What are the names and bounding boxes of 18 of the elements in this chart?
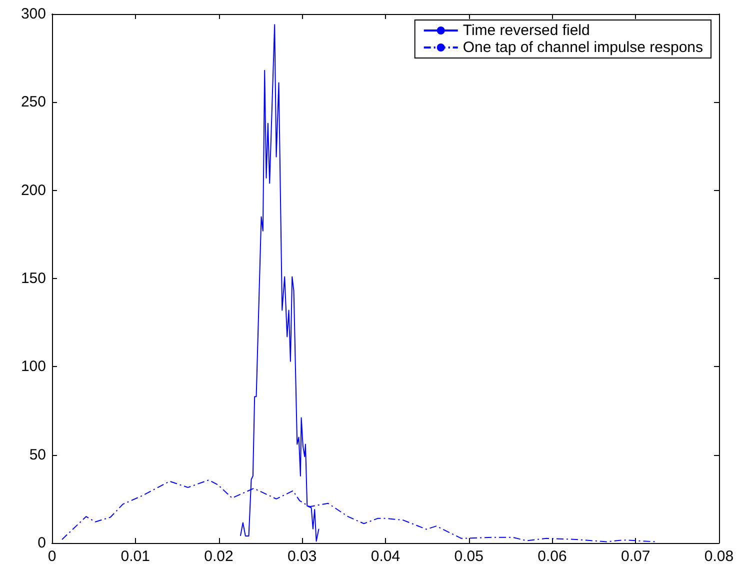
x-tick-label: 0.01 <box>120 548 150 565</box>
y-tick-label: 0 <box>38 534 46 552</box>
y-tick-label: 200 <box>20 182 46 199</box>
y-tick-label: 50 <box>29 446 46 464</box>
x-tick-label: 0.08 <box>704 548 734 565</box>
x-tick-label: 0.05 <box>454 548 484 565</box>
y-tick-label: 100 <box>20 358 46 376</box>
y-tick-label: 250 <box>20 94 46 111</box>
x-tick-label: 0.04 <box>370 548 400 565</box>
x-tick-label: 0 <box>48 548 56 565</box>
x-tick-label: 0.03 <box>288 548 317 565</box>
x-tick-label: 0.02 <box>204 548 234 565</box>
legend-label: One tap of channel impulse respons <box>462 39 704 56</box>
x-tick-label: 0.06 <box>538 548 567 565</box>
y-tick-label: 300 <box>20 6 46 22</box>
y-tick-label: 150 <box>20 270 46 287</box>
legend-label: Time reversed field <box>462 22 590 39</box>
x-tick-label: 0.07 <box>621 548 650 565</box>
